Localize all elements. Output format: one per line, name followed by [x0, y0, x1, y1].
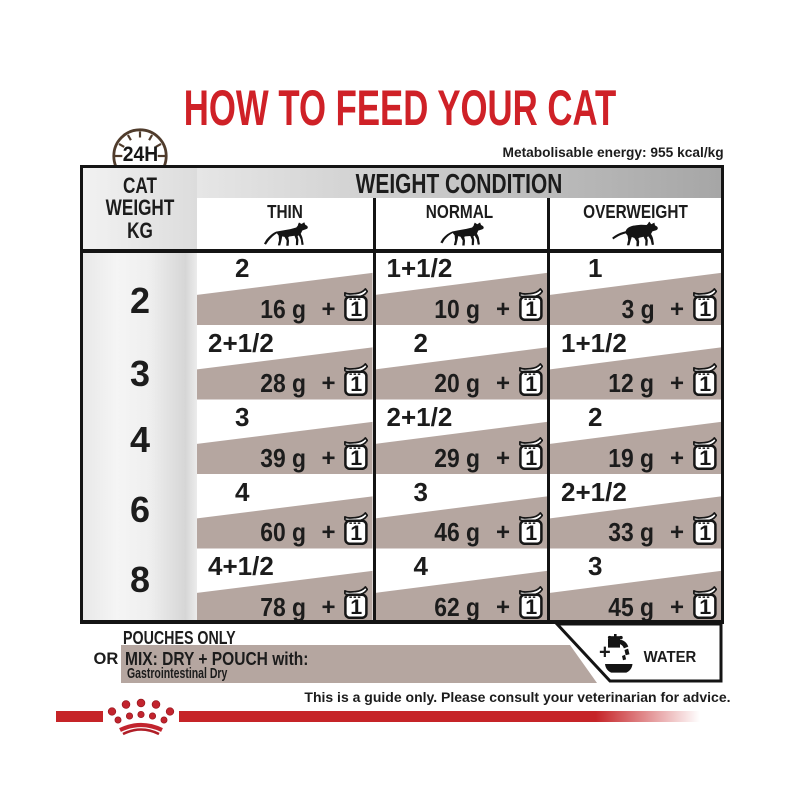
svg-text:1: 1 [525, 595, 537, 619]
svg-text:1: 1 [525, 297, 537, 321]
svg-text:1: 1 [350, 446, 362, 470]
svg-text:1: 1 [699, 297, 711, 321]
svg-text:1: 1 [350, 297, 362, 321]
svg-text:1: 1 [699, 446, 711, 470]
svg-text:1: 1 [350, 372, 362, 396]
svg-text:1: 1 [525, 521, 537, 545]
svg-text:1: 1 [525, 372, 537, 396]
svg-text:1: 1 [699, 372, 711, 396]
svg-text:1: 1 [525, 446, 537, 470]
svg-text:1: 1 [350, 595, 362, 619]
svg-text:24H: 24H [123, 143, 158, 166]
svg-text:WATER: WATER [644, 649, 697, 667]
svg-text:1: 1 [699, 521, 711, 545]
svg-text:1: 1 [699, 595, 711, 619]
svg-text:+: + [599, 642, 611, 664]
svg-text:1: 1 [350, 521, 362, 545]
